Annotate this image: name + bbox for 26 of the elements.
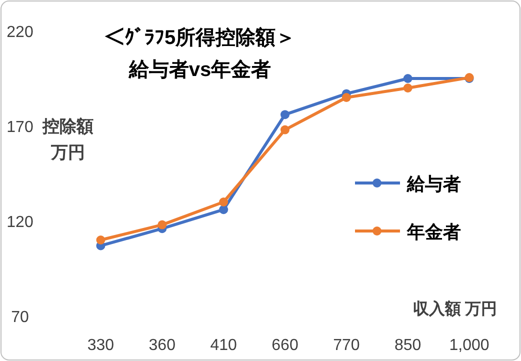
x-axis-title: 収入額 万円 bbox=[412, 300, 498, 318]
y-tick-label: 70 bbox=[11, 309, 29, 326]
y-axis-title: 控除額万円 bbox=[42, 117, 94, 162]
text: 給与者vs年金者 bbox=[128, 59, 272, 81]
legend-label: 給与者 bbox=[406, 174, 461, 194]
x-tick-label: 330 bbox=[87, 337, 114, 354]
x-tick-label: 360 bbox=[148, 337, 176, 354]
x-tick-label: 410 bbox=[210, 337, 238, 354]
chart-title: ＜ｸﾞﾗﾌ5所得控除額＞ bbox=[104, 26, 296, 49]
x-tick-label: 850 bbox=[394, 337, 422, 354]
x-tick-label: 770 bbox=[333, 337, 360, 354]
point bbox=[219, 205, 228, 214]
legend-label: 年金者 bbox=[406, 222, 461, 242]
x-tick-label: 660 bbox=[272, 337, 298, 354]
point bbox=[342, 93, 351, 102]
y-tick-label: 220 bbox=[6, 24, 34, 41]
point bbox=[96, 236, 106, 244]
point bbox=[280, 125, 290, 134]
x-tick-label: 1,000 bbox=[449, 337, 490, 354]
point bbox=[403, 74, 412, 83]
y-tick-label: 170 bbox=[6, 119, 34, 136]
point bbox=[219, 198, 228, 206]
y-tick-label: 120 bbox=[6, 214, 34, 231]
point bbox=[158, 220, 167, 230]
point bbox=[280, 110, 290, 120]
point bbox=[403, 84, 412, 92]
